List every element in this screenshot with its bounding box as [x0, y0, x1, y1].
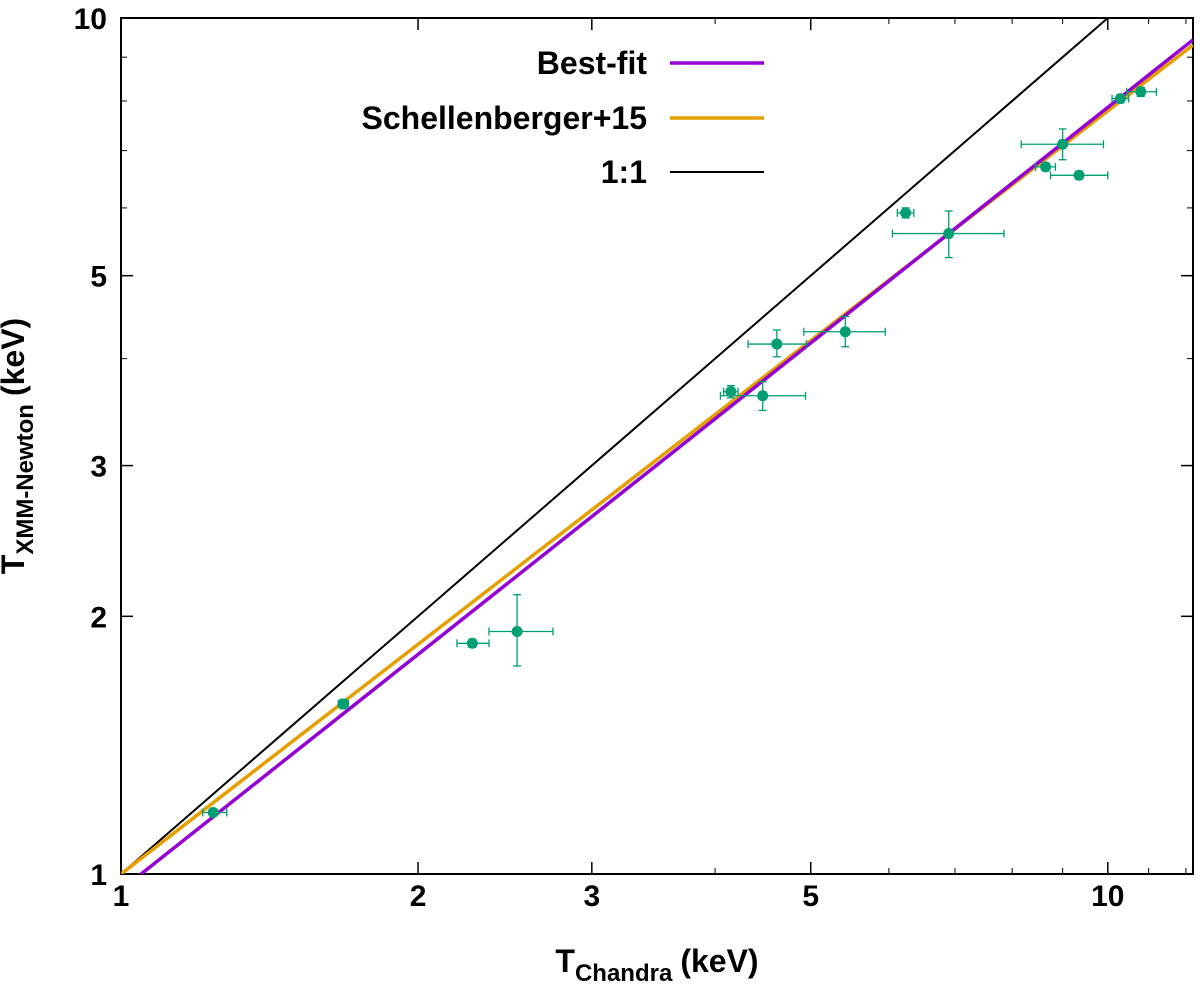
- x-axis-label: TChandra (keV): [555, 943, 758, 987]
- legend: Best-fit Schellenberger+15 1:1: [362, 45, 764, 190]
- series-lines: [121, 18, 1193, 874]
- data-point-3: [466, 637, 478, 649]
- y-axis-label: TXMM-Newton (keV): [0, 318, 39, 574]
- data-point-14: [1114, 93, 1126, 105]
- line-best-fit: [138, 38, 1193, 874]
- y-tick-label-5: 5: [90, 261, 107, 294]
- y-axis-label-unit: (keV): [0, 318, 31, 396]
- x-tick-label-3: 3: [583, 880, 600, 913]
- x-axis-label-main: T: [555, 943, 575, 979]
- data-point-11: [1040, 161, 1052, 173]
- line-1-1: [121, 18, 1109, 874]
- data-point-8: [839, 326, 851, 338]
- y-tick-label-3: 3: [90, 451, 107, 484]
- data-point-2: [337, 698, 349, 710]
- y-tick-label-2: 2: [90, 601, 107, 634]
- data-point-12: [1057, 138, 1069, 150]
- data-point-4: [511, 625, 523, 637]
- y-tick-label-1: 1: [90, 859, 107, 892]
- x-tick-label-2: 2: [410, 880, 427, 913]
- y-axis-label-main: T: [0, 554, 31, 574]
- legend-label-schellenberger-15: Schellenberger+15: [362, 100, 647, 136]
- data-point-1: [207, 806, 219, 818]
- data-points: [207, 86, 1147, 818]
- data-point-15: [1135, 86, 1147, 98]
- data-point-6: [757, 390, 769, 402]
- axis-ticks: 1 2 3 5 10 1 2 3 5 10: [74, 3, 1193, 913]
- data-point-9: [900, 207, 912, 219]
- data-point-7: [771, 338, 783, 350]
- data-point-5: [725, 386, 737, 398]
- data-point-10: [943, 228, 955, 240]
- x-axis-label-unit: (keV): [680, 943, 758, 979]
- data-point-13: [1073, 169, 1085, 181]
- legend-label-best-fit: Best-fit: [537, 45, 648, 81]
- legend-label-1-1: 1:1: [601, 154, 647, 190]
- x-tick-label-10: 10: [1091, 880, 1124, 913]
- x-axis-label-sub: Chandra: [575, 960, 673, 987]
- plot-frame: [120, 17, 1194, 875]
- y-axis-label-sub: XMM-Newton: [12, 404, 39, 555]
- y-tick-label-10: 10: [74, 3, 107, 36]
- x-tick-label-5: 5: [802, 880, 819, 913]
- x-tick-label-1: 1: [113, 880, 130, 913]
